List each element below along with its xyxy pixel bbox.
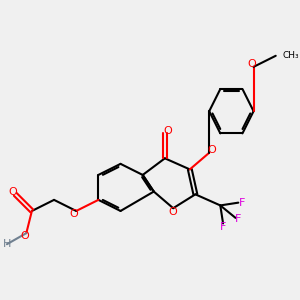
Text: CH₃: CH₃: [283, 51, 299, 60]
Text: O: O: [163, 126, 172, 136]
Text: F: F: [235, 214, 242, 224]
Text: O: O: [207, 145, 216, 155]
Text: O: O: [8, 187, 17, 196]
Text: O: O: [169, 207, 178, 217]
Text: O: O: [69, 209, 78, 219]
Text: F: F: [238, 198, 245, 208]
Text: O: O: [247, 59, 256, 69]
Text: F: F: [220, 222, 226, 232]
Text: H: H: [3, 239, 11, 249]
Text: O: O: [21, 231, 29, 241]
